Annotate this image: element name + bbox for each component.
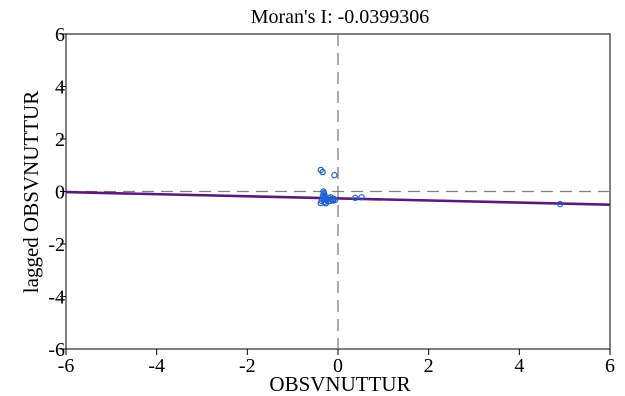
x-tick-label: 6 <box>605 355 615 377</box>
reference-lines <box>66 34 610 349</box>
y-tick-label: -2 <box>48 234 65 256</box>
y-tick-label: 2 <box>55 129 65 151</box>
data-point <box>332 196 339 204</box>
data-point <box>352 194 359 201</box>
x-axis-ticks: -6 -4 -2 0 2 4 6 <box>58 349 615 377</box>
data-point <box>319 168 326 176</box>
y-tick-label: -4 <box>48 287 65 309</box>
x-tick-label: -4 <box>148 355 165 377</box>
x-tick-label: 0 <box>333 355 343 377</box>
data-point <box>556 200 564 208</box>
y-axis-label: lagged OBSVNUTTUR <box>19 91 43 293</box>
data-point <box>331 172 338 179</box>
x-tick-label: 2 <box>424 355 434 377</box>
data-point <box>358 194 365 201</box>
x-tick-label: 4 <box>514 355 524 377</box>
data-points <box>317 166 564 208</box>
y-tick-label: 0 <box>55 182 65 204</box>
x-tick-label: -6 <box>58 355 75 377</box>
y-tick-label: 4 <box>55 77 65 99</box>
chart-title: Moran's I: -0.0399306 <box>251 6 430 28</box>
y-axis-ticks: -6 -4 -2 0 2 4 6 <box>48 24 66 361</box>
data-point <box>327 194 334 201</box>
x-axis-label: OBSVNUTTUR <box>269 372 410 396</box>
y-tick-label: 6 <box>55 24 65 46</box>
x-tick-label: -2 <box>239 355 256 377</box>
y-tick-label: -6 <box>48 339 65 361</box>
